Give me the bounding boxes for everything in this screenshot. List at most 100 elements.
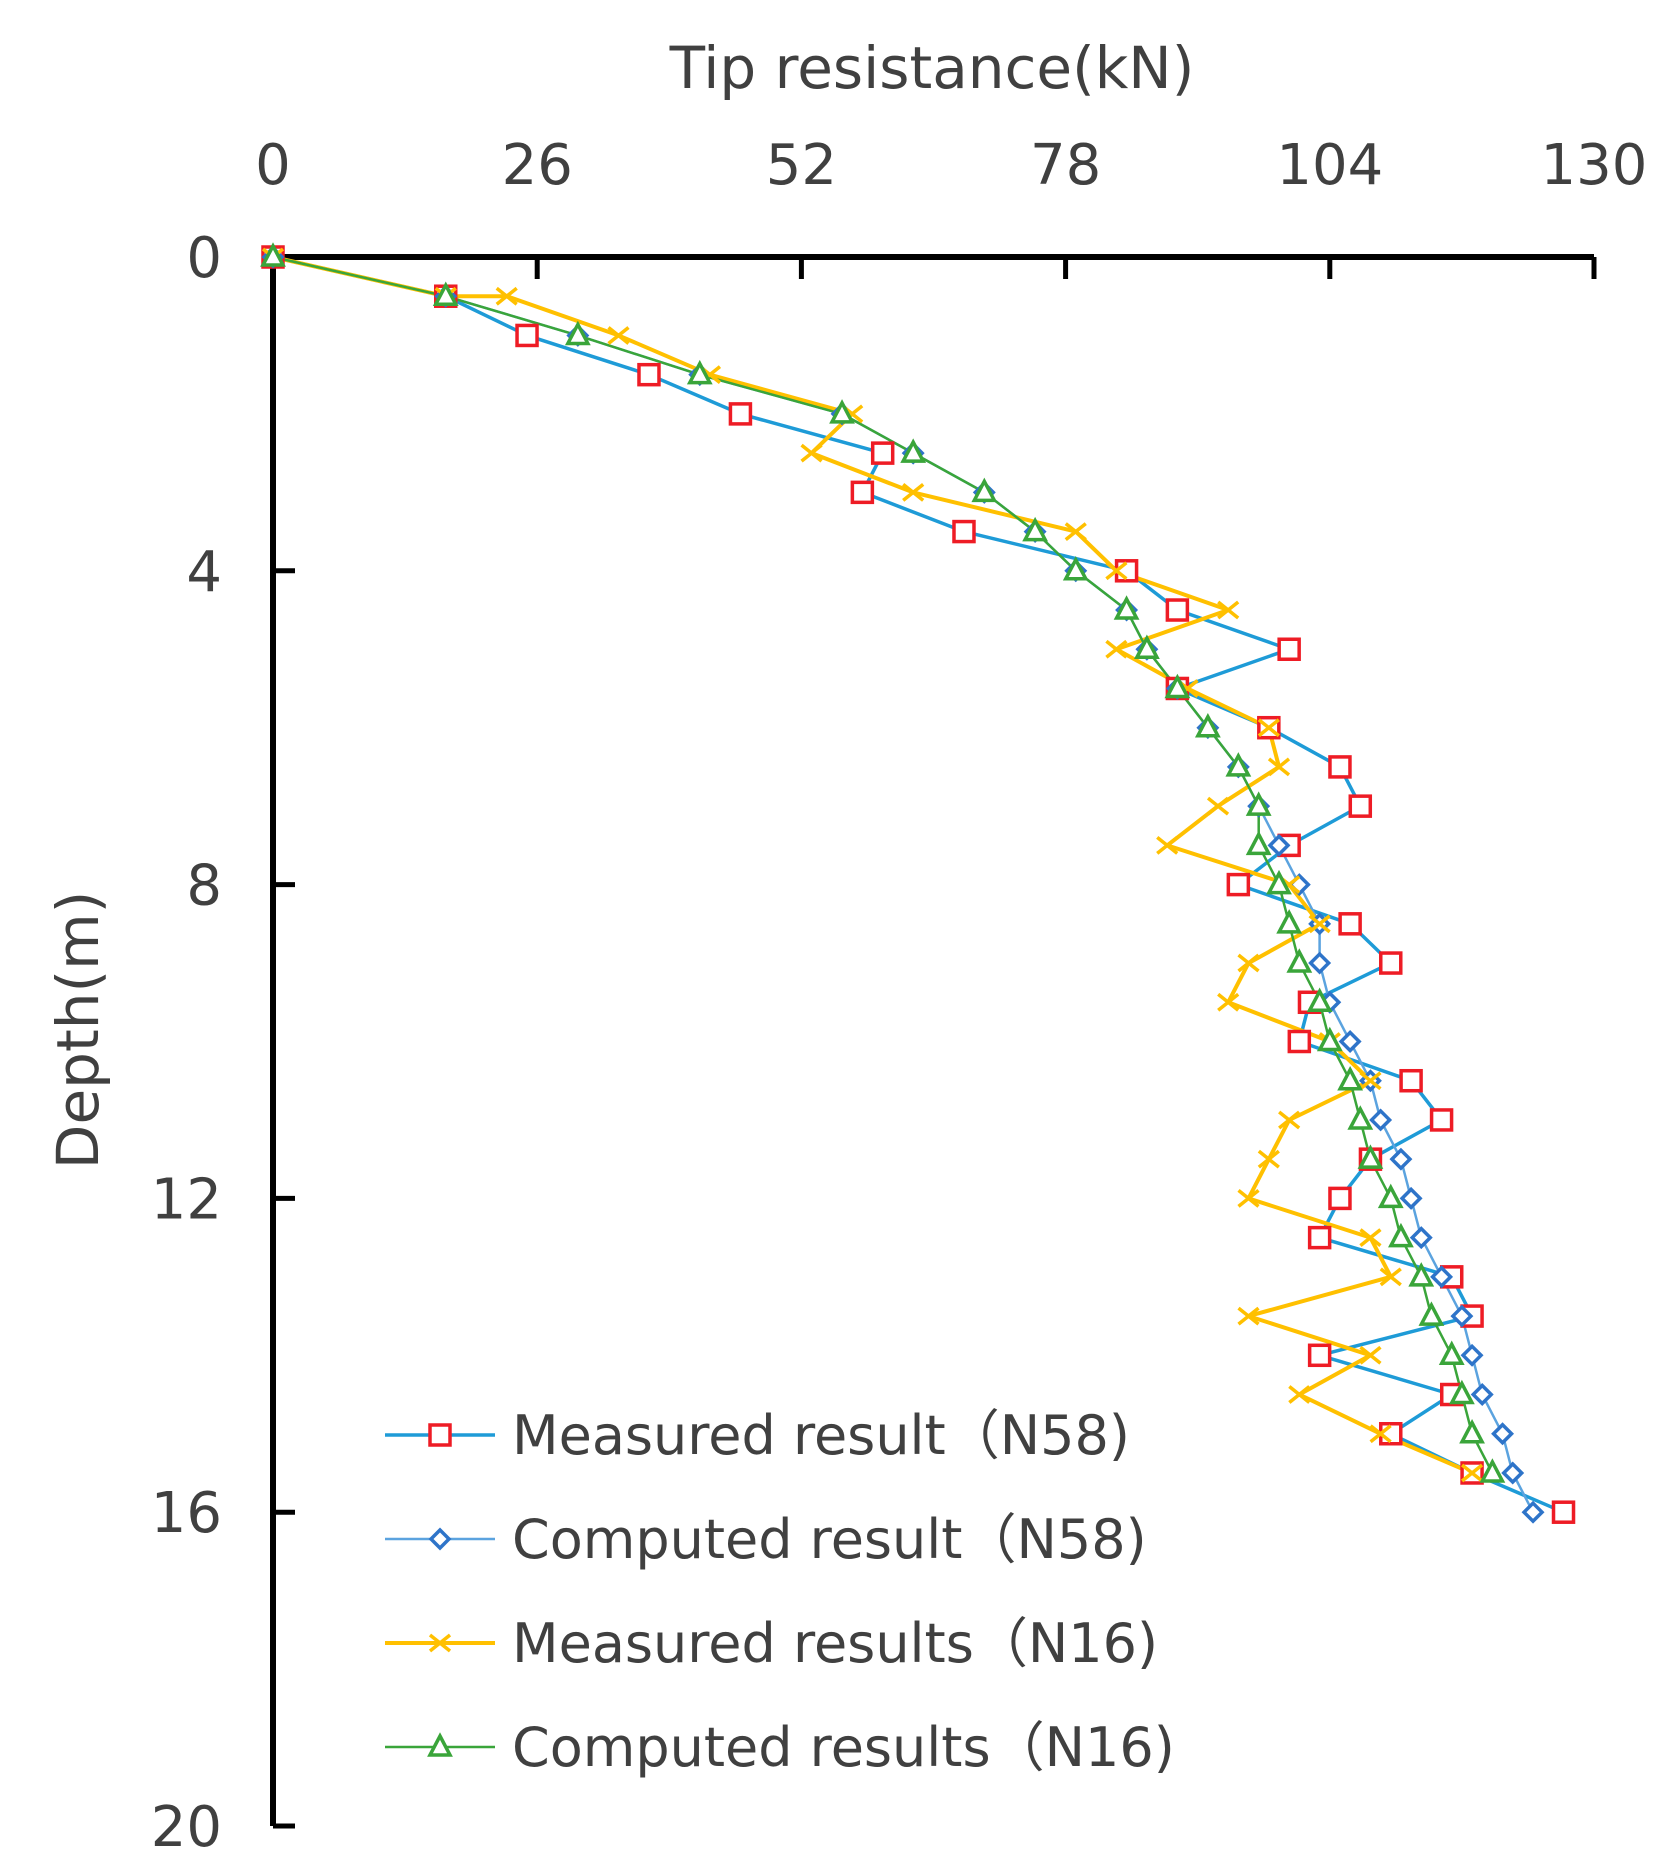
data-point	[564, 320, 591, 346]
data-point	[1369, 1108, 1393, 1132]
data-point	[1064, 522, 1087, 541]
data-point	[952, 519, 976, 544]
data-point	[1113, 595, 1140, 620]
data-point	[515, 323, 539, 348]
data-point	[1357, 1144, 1384, 1169]
data-point	[1430, 1265, 1454, 1289]
y-tick-label: 8	[186, 854, 222, 919]
data-point	[1307, 1225, 1332, 1250]
legend-item: Computed results（N16)	[385, 1716, 1175, 1779]
data-point	[1438, 1340, 1465, 1366]
data-point	[1206, 796, 1230, 816]
data-point	[1338, 912, 1362, 936]
x-tick-label: 26	[502, 133, 573, 198]
data-point	[1316, 1026, 1343, 1052]
legend-label: Computed results（N16)	[512, 1716, 1175, 1779]
data-point	[1133, 634, 1160, 659]
data-point	[1379, 951, 1403, 975]
data-point	[1237, 953, 1260, 973]
legend-marker	[427, 1732, 453, 1757]
data-point	[1245, 830, 1272, 856]
data-point	[1245, 791, 1272, 816]
legend: Measured result（N58) Computed result（N58)…	[385, 1404, 1175, 1779]
data-point	[800, 443, 823, 463]
data-point	[902, 482, 925, 502]
y-tick-label: 16	[151, 1481, 222, 1546]
data-point	[1491, 1422, 1515, 1446]
data-point	[1307, 1343, 1332, 1368]
data-point	[1328, 755, 1352, 779]
data-point	[1359, 1345, 1382, 1365]
data-point	[1429, 1108, 1454, 1132]
x-tick-label: 78	[1030, 133, 1101, 198]
legend-label: Measured results（N16)	[512, 1612, 1158, 1675]
legend-marker	[428, 1527, 452, 1551]
data-point	[900, 438, 927, 463]
data-point	[1277, 637, 1301, 661]
data-point	[1267, 757, 1291, 777]
data-point	[432, 281, 459, 306]
data-point	[1276, 909, 1303, 934]
legend-label: Measured result（N58)	[512, 1404, 1130, 1467]
data-point	[1399, 1068, 1423, 1093]
data-point	[1105, 639, 1128, 659]
series-markers-computed-results-n16	[260, 242, 1506, 1483]
data-point	[637, 362, 661, 387]
data-point	[1369, 1424, 1392, 1444]
x-tick-label: 104	[1276, 133, 1383, 198]
data-point	[1460, 1343, 1484, 1367]
data-point	[1449, 1379, 1475, 1405]
data-point	[1217, 600, 1240, 620]
data-point	[1408, 1262, 1435, 1287]
legend-item: Measured results（N16)	[385, 1612, 1158, 1675]
series-markers	[260, 242, 1576, 1524]
data-point	[1377, 1183, 1404, 1209]
data-point	[607, 326, 630, 345]
x-tick-label: 130	[1541, 133, 1648, 198]
data-point	[495, 286, 518, 306]
data-point	[1359, 1228, 1382, 1247]
legend-marker	[428, 1633, 452, 1653]
legend-marker	[428, 1423, 452, 1447]
data-point	[1267, 833, 1291, 857]
data-point	[1164, 673, 1191, 699]
data-point	[1194, 712, 1221, 738]
legend-item: Computed result（N58)	[385, 1508, 1147, 1571]
y-tick-label: 0	[186, 226, 222, 291]
data-point	[1226, 872, 1251, 897]
data-point	[1551, 1500, 1576, 1524]
data-point	[1337, 1065, 1364, 1091]
data-point	[1306, 987, 1333, 1013]
axes: 0 26 52 78 104 130 0 4 8 12 16 20	[151, 133, 1648, 1860]
data-point	[1308, 914, 1331, 934]
data-point	[1286, 948, 1313, 973]
data-point	[1257, 1149, 1280, 1169]
data-point	[1257, 718, 1280, 738]
data-point	[1359, 1071, 1382, 1091]
data-point	[1479, 1458, 1506, 1483]
data-point	[1389, 1147, 1413, 1171]
data-point	[829, 399, 855, 424]
data-point	[260, 242, 286, 267]
data-point	[728, 402, 753, 426]
data-point	[1288, 1385, 1311, 1404]
data-point	[971, 477, 998, 503]
data-point	[1278, 1110, 1301, 1130]
data-point	[1347, 1105, 1374, 1130]
data-point	[1266, 869, 1292, 895]
y-tick-label: 12	[151, 1167, 222, 1232]
data-point	[1338, 1030, 1362, 1053]
legend-item: Measured result（N58)	[385, 1404, 1130, 1467]
x-tick-label: 0	[255, 133, 291, 198]
data-point	[1450, 1304, 1474, 1328]
data-point	[1237, 1306, 1260, 1326]
data-point	[1379, 1267, 1402, 1287]
data-point	[1328, 1186, 1352, 1211]
data-point	[1225, 752, 1252, 777]
y-tick-label: 4	[186, 540, 222, 605]
data-point	[1501, 1461, 1525, 1485]
legend-label: Computed result（N58)	[512, 1508, 1147, 1571]
data-point	[870, 441, 895, 465]
